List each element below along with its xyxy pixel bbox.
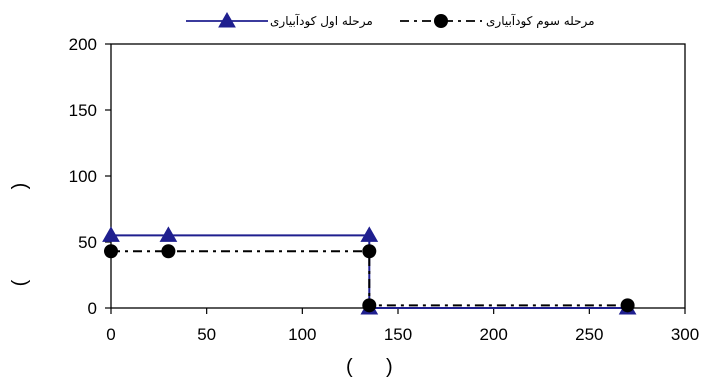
circle-marker xyxy=(104,244,118,259)
y-axis-label: )( xyxy=(9,183,31,287)
triangle-marker xyxy=(159,226,178,242)
x-axis-label: ( ) xyxy=(346,356,393,378)
y-tick-label: 150 xyxy=(69,101,97,120)
x-tick-label: 0 xyxy=(106,325,115,344)
triangle-marker xyxy=(102,226,120,242)
x-tick-label: 250 xyxy=(575,325,603,344)
x-tick-label: 200 xyxy=(479,325,507,344)
legend-label: مرحله سوم کودآبیاری xyxy=(486,13,595,29)
y-axis: 0 50 100 150 200 xyxy=(69,35,111,318)
legend-label: مرحله اول کودآبیاری xyxy=(270,13,373,29)
legend-item-1: مرحله اول کودآبیاری xyxy=(186,11,373,29)
y-tick-label: 100 xyxy=(69,167,97,186)
x-axis: 0 50 100 150 200 250 300 xyxy=(106,308,699,344)
series-layer xyxy=(102,226,637,315)
y-tick-label: 50 xyxy=(78,233,97,252)
y-tick-label: 200 xyxy=(69,35,97,54)
circle-marker xyxy=(362,298,377,313)
circle-marker xyxy=(620,298,635,313)
x-tick-label: 50 xyxy=(197,325,216,344)
triangle-marker xyxy=(360,226,379,242)
legend: مرحله اول کودآبیاری مرحله سوم کودآبیاری xyxy=(186,11,595,29)
y-axis-label-paren: ) xyxy=(9,183,31,190)
x-tick-label: 100 xyxy=(288,325,316,344)
x-tick-label: 150 xyxy=(384,325,412,344)
x-tick-label: 300 xyxy=(671,325,699,344)
y-tick-label: 0 xyxy=(88,299,97,318)
circle-marker xyxy=(362,244,377,259)
circle-marker xyxy=(161,244,176,259)
legend-item-2: مرحله سوم کودآبیاری xyxy=(400,13,595,29)
triangle-marker xyxy=(218,11,236,28)
y-axis-label-paren: ( xyxy=(9,279,31,286)
circle-marker xyxy=(434,14,448,28)
plot-area-frame xyxy=(110,43,686,309)
series-2 xyxy=(104,244,635,313)
